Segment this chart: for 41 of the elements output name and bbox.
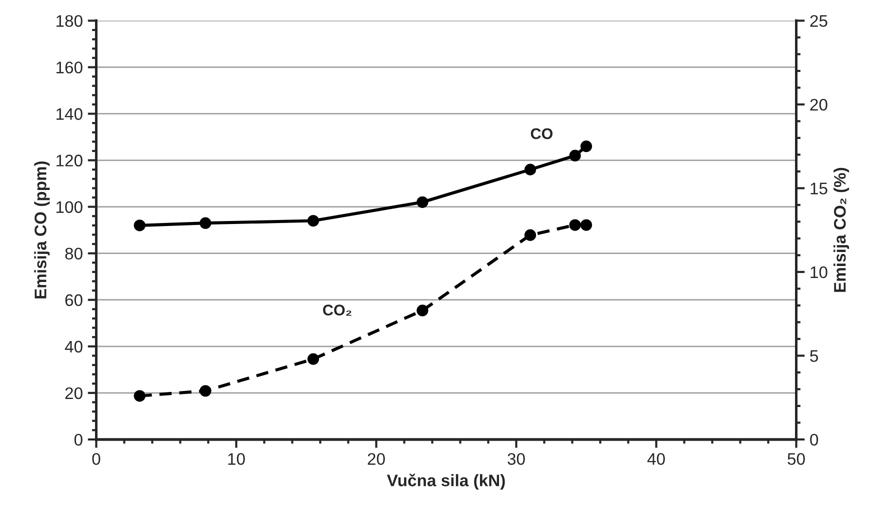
point bbox=[524, 164, 536, 176]
y-tick-label: 40 bbox=[64, 340, 82, 353]
point bbox=[416, 304, 428, 316]
series-label: CO bbox=[530, 128, 553, 140]
y2-tick-label: 25 bbox=[810, 15, 828, 27]
point bbox=[524, 229, 536, 241]
point bbox=[200, 385, 212, 397]
y-tick-label: 60 bbox=[65, 294, 82, 306]
point bbox=[307, 214, 320, 227]
y2-tick-label: 0 bbox=[810, 434, 818, 446]
y-tick-label: 140 bbox=[56, 108, 82, 120]
point bbox=[580, 140, 592, 152]
y-axis-title: Emisija CO (ppm) bbox=[34, 161, 50, 298]
x-tick-label: 30 bbox=[508, 453, 525, 465]
x-axis-title: Vučna sila (kN) bbox=[386, 474, 505, 490]
point bbox=[416, 196, 428, 208]
x-tick-label: 20 bbox=[368, 453, 385, 465]
y2-tick-label: 20 bbox=[810, 98, 828, 111]
point bbox=[307, 353, 320, 365]
point bbox=[569, 219, 581, 231]
y-tick-label: 160 bbox=[56, 62, 82, 74]
point bbox=[200, 217, 212, 229]
y-tick-label: 20 bbox=[65, 387, 82, 400]
y2-axis-title: Emisija CO₂ (%) bbox=[834, 168, 850, 292]
x-tick-label: 0 bbox=[92, 453, 100, 465]
y-tick-label: 120 bbox=[56, 154, 82, 166]
x-tick-label: 40 bbox=[647, 453, 665, 465]
y2-tick-label: 15 bbox=[810, 182, 828, 194]
point bbox=[580, 219, 592, 231]
y-tick-label: 100 bbox=[56, 201, 82, 214]
y-tick-label: 80 bbox=[65, 248, 82, 260]
y-tick-label: 0 bbox=[74, 434, 82, 446]
y-tick-label: 180 bbox=[56, 15, 82, 27]
point bbox=[134, 220, 146, 232]
y2-tick-label: 10 bbox=[810, 266, 828, 278]
y2-tick-label: 5 bbox=[810, 350, 818, 362]
point bbox=[134, 390, 146, 402]
point bbox=[569, 150, 581, 162]
x-tick-label: 50 bbox=[788, 453, 805, 465]
series-label: CO₂ bbox=[323, 304, 352, 316]
x-tick-label: 10 bbox=[228, 453, 245, 465]
